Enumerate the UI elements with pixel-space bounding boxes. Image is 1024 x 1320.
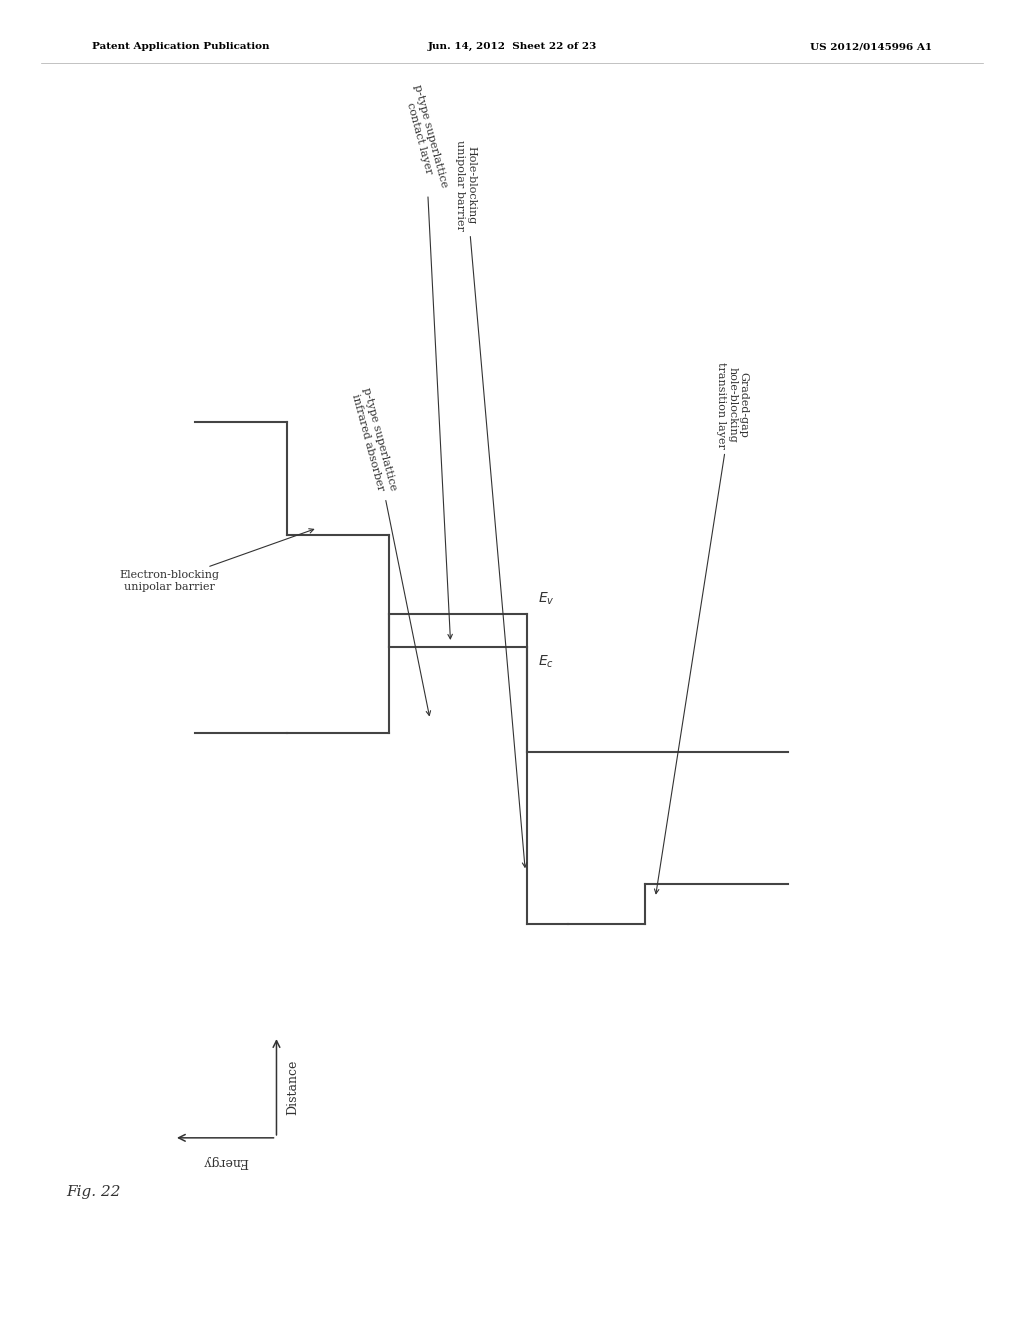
Text: $E_v$: $E_v$ [538,591,554,607]
Text: p-type superlattice
infrared absorber: p-type superlattice infrared absorber [349,387,430,715]
Text: p-type superlattice
contact layer: p-type superlattice contact layer [400,83,453,639]
Text: Distance: Distance [287,1060,300,1114]
Text: Graded-gap
hole-blocking
transition layer: Graded-gap hole-blocking transition laye… [654,362,749,894]
Text: Energy: Energy [203,1155,248,1168]
Text: Jun. 14, 2012  Sheet 22 of 23: Jun. 14, 2012 Sheet 22 of 23 [427,42,597,51]
Text: Fig. 22: Fig. 22 [67,1184,121,1199]
Text: US 2012/0145996 A1: US 2012/0145996 A1 [810,42,932,51]
Text: Hole-blocking
unipolar barrier: Hole-blocking unipolar barrier [455,140,526,867]
Text: Patent Application Publication: Patent Application Publication [92,42,269,51]
Text: $E_c$: $E_c$ [538,653,554,669]
Text: Electron-blocking
unipolar barrier: Electron-blocking unipolar barrier [119,529,313,591]
